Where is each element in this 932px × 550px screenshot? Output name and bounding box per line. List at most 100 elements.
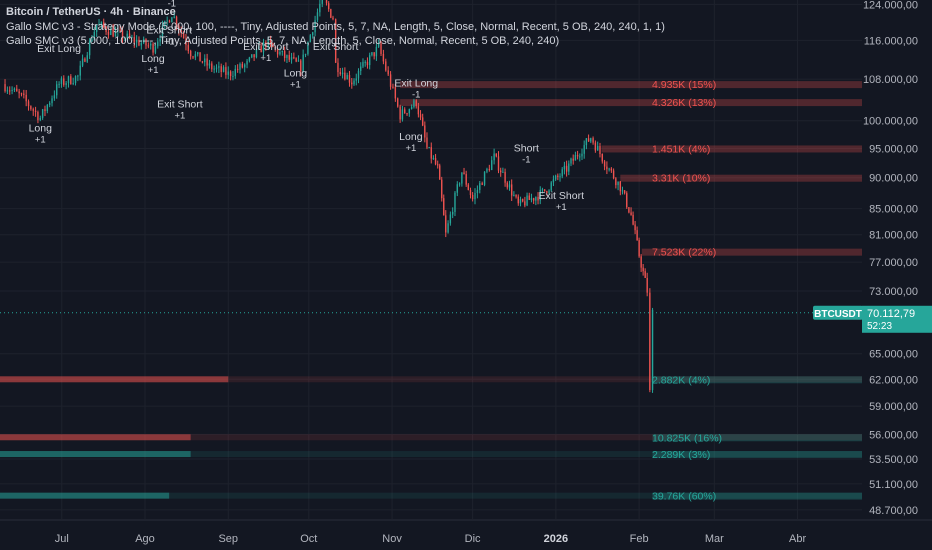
order-block-label: 39.76K (60%) — [652, 491, 716, 503]
order-block-label: 6.566K (19%) — [652, 0, 716, 1]
candle-body — [302, 54, 304, 72]
order-block-band — [641, 248, 862, 256]
candle-body — [601, 153, 603, 162]
candle-body — [56, 84, 58, 96]
candle-body — [532, 198, 535, 201]
strategy-indicator-legend[interactable]: Gallo SMC v3 - Strategy Mode (5.000, 100… — [6, 21, 665, 33]
candle-body — [321, 0, 323, 4]
candle-body — [213, 68, 215, 70]
candle-body — [341, 72, 344, 75]
candle-body — [290, 57, 293, 60]
candle-body — [175, 16, 178, 27]
indicator-legend[interactable]: Gallo SMC v3 (5.000, 100, ----, Tiny, Ad… — [6, 35, 560, 47]
candle-body — [357, 70, 360, 79]
candle-body — [626, 193, 628, 208]
time-tick-label: Sep — [218, 533, 238, 545]
order-block-label: 4.326K (13%) — [652, 97, 716, 109]
symbol-tag — [813, 305, 863, 320]
price-tag — [862, 305, 932, 333]
zone-left — [0, 434, 191, 441]
candle-body — [612, 170, 615, 179]
candle-body — [417, 106, 420, 115]
candle-body — [124, 38, 126, 40]
candle-body — [445, 215, 447, 233]
candle-body — [419, 114, 422, 118]
candle-body — [428, 147, 430, 149]
candle-body — [60, 78, 63, 84]
candle-body — [79, 65, 81, 76]
candle-body — [34, 110, 37, 113]
candle-body — [565, 165, 568, 172]
candle-body — [187, 45, 190, 51]
candle-body — [465, 174, 467, 185]
candle-body — [599, 146, 601, 154]
candle-body — [157, 41, 159, 47]
candle-body — [178, 26, 180, 31]
candle-body — [554, 175, 557, 180]
candle-body — [439, 165, 441, 180]
candle-body — [471, 194, 474, 200]
candle-body — [23, 93, 25, 95]
candle-body — [594, 142, 597, 151]
order-block-label: 3.31K (10%) — [652, 173, 710, 185]
trade-signal-qty: +1 — [260, 53, 271, 64]
candle-body — [4, 84, 6, 92]
candle-body — [225, 67, 227, 75]
candle-body — [585, 138, 588, 146]
candle-body — [138, 39, 140, 46]
candle-body — [334, 19, 337, 63]
order-block-label: 1.451K (4%) — [652, 143, 710, 155]
candle-body — [192, 56, 194, 58]
candle-body — [499, 170, 502, 173]
candle-body — [628, 207, 630, 213]
candle-body — [100, 22, 103, 24]
candle-body — [467, 184, 470, 190]
candle-body — [255, 49, 258, 58]
price-tick-label: 73.000,00 — [869, 286, 918, 298]
candle-body — [387, 70, 389, 75]
candle-body — [548, 190, 550, 193]
candle-body — [288, 55, 290, 60]
time-tick-label: Abr — [789, 533, 806, 545]
candle-body — [399, 106, 401, 120]
candle-body — [319, 3, 321, 13]
candle-body — [479, 183, 481, 190]
time-tick-label: 2026 — [544, 533, 568, 545]
candle-body — [615, 178, 617, 186]
candle-body — [309, 35, 312, 43]
candle-body — [373, 52, 375, 57]
candle-body — [488, 168, 491, 171]
candle-body — [360, 66, 362, 71]
candle-body — [344, 72, 346, 80]
candle-body — [570, 158, 572, 164]
candle-body — [84, 58, 86, 62]
candle-body — [515, 195, 517, 197]
order-block-label: 10.825K (16%) — [652, 432, 722, 444]
candle-body — [314, 20, 316, 33]
candle-body — [424, 125, 426, 138]
candle-body — [371, 52, 373, 56]
candle-body — [375, 46, 378, 57]
price-tick-label: 81.000,00 — [869, 230, 918, 242]
candle-body — [65, 83, 67, 85]
candle-body — [513, 195, 515, 197]
order-block-band — [652, 376, 862, 384]
candle-body — [297, 60, 300, 62]
candle-body — [53, 95, 56, 99]
trade-signal-label: Long — [284, 68, 308, 80]
candle-body — [644, 271, 646, 278]
candle-body — [557, 175, 559, 177]
candle-body — [394, 87, 397, 99]
candle-body — [541, 189, 544, 191]
candle-body — [539, 189, 541, 201]
candle-body — [430, 147, 432, 159]
candle-body — [199, 52, 201, 62]
candle-body — [307, 42, 309, 54]
candle-body — [348, 75, 351, 83]
candle-body — [159, 38, 161, 42]
candle-body — [581, 153, 583, 157]
trade-signal-qty: +1 — [405, 143, 416, 154]
candle-body — [244, 64, 246, 68]
candle-body — [117, 30, 119, 32]
